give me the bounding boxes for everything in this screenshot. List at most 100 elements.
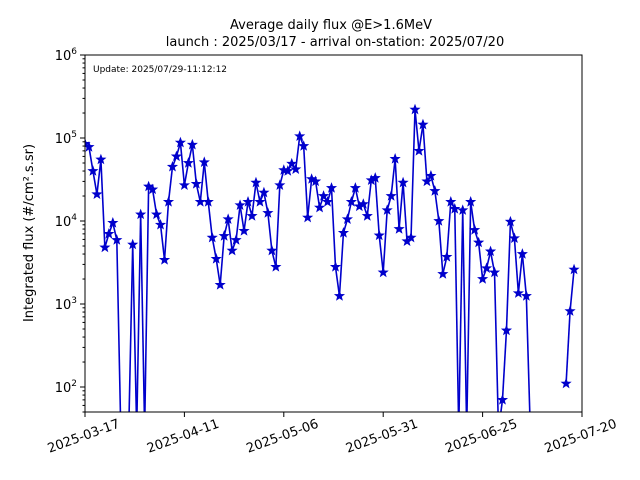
series-segment bbox=[398, 182, 404, 230]
x-tick-label: 2025-06-25 bbox=[443, 417, 519, 457]
series-segment bbox=[453, 208, 460, 412]
series-segment bbox=[139, 214, 146, 412]
series-segment bbox=[243, 201, 249, 232]
data-point bbox=[266, 244, 278, 256]
data-point bbox=[481, 262, 493, 273]
data-point bbox=[182, 157, 194, 168]
series-segment bbox=[394, 158, 400, 230]
data-point bbox=[465, 196, 477, 207]
data-point bbox=[274, 179, 286, 190]
data-point bbox=[445, 196, 457, 207]
series-segment bbox=[215, 258, 221, 286]
data-point bbox=[234, 199, 246, 210]
series-segment bbox=[402, 182, 408, 242]
data-point bbox=[496, 394, 509, 405]
series-segment bbox=[418, 124, 424, 151]
series-segment bbox=[338, 232, 345, 297]
data-point bbox=[321, 196, 334, 207]
series-segment bbox=[334, 266, 341, 297]
data-point bbox=[162, 196, 175, 207]
data-point bbox=[405, 231, 417, 243]
x-tick-label: 2025-07-20 bbox=[543, 417, 619, 457]
data-point bbox=[397, 176, 409, 188]
series-segment bbox=[239, 205, 245, 232]
data-point bbox=[429, 185, 441, 196]
series-segment bbox=[513, 238, 520, 294]
series-segment bbox=[235, 205, 241, 241]
data-point bbox=[508, 232, 520, 243]
series-segment bbox=[461, 210, 468, 412]
data-point bbox=[154, 218, 167, 230]
data-point bbox=[516, 248, 528, 259]
x-tick-label: 2025-05-31 bbox=[344, 417, 420, 457]
series-segment bbox=[302, 146, 309, 218]
series-segment bbox=[505, 221, 512, 331]
series-segment bbox=[446, 201, 452, 257]
y-tick-label: 103 bbox=[55, 296, 77, 313]
data-point bbox=[504, 215, 517, 227]
series-segment bbox=[314, 181, 321, 208]
series-segment bbox=[500, 399, 504, 412]
series-segment bbox=[96, 159, 102, 195]
data-point bbox=[500, 324, 513, 336]
data-point bbox=[127, 238, 139, 250]
data-point bbox=[202, 196, 214, 207]
data-point bbox=[290, 163, 302, 175]
data-point bbox=[512, 287, 524, 298]
data-point bbox=[469, 224, 481, 235]
series-segment bbox=[128, 244, 134, 412]
data-point bbox=[520, 290, 532, 301]
data-point bbox=[222, 213, 234, 224]
series-segment bbox=[144, 186, 150, 412]
data-point bbox=[95, 153, 107, 165]
data-point bbox=[421, 175, 433, 187]
series-segment bbox=[466, 201, 472, 412]
update-annotation: Update: 2025/07/29-11:12:12 bbox=[93, 65, 227, 75]
data-point bbox=[246, 210, 258, 221]
data-point bbox=[325, 182, 338, 193]
data-point bbox=[87, 165, 99, 176]
y-tick-label: 106 bbox=[55, 47, 78, 64]
data-point bbox=[158, 254, 171, 265]
data-point bbox=[294, 130, 306, 141]
ticks-layer: 2025-03-17 2025-04-11 2025-05-06 2025-05-31… bbox=[46, 47, 619, 457]
series-segment bbox=[366, 180, 373, 217]
data-point bbox=[147, 183, 159, 195]
series-segment bbox=[306, 178, 313, 218]
y-axis-label: Integrated flux (#/cm².s.sr) bbox=[22, 144, 37, 322]
data-point bbox=[393, 223, 405, 234]
data-point bbox=[310, 175, 322, 187]
series-segment bbox=[458, 210, 464, 412]
data-point bbox=[210, 252, 222, 264]
data-point bbox=[345, 196, 357, 207]
data-point bbox=[170, 150, 183, 162]
y-tick-label: 102 bbox=[55, 379, 77, 396]
data-point bbox=[433, 215, 445, 226]
y-tick-label: 104 bbox=[55, 213, 78, 230]
data-point bbox=[262, 207, 274, 218]
data-point bbox=[560, 377, 572, 389]
series-segment bbox=[131, 244, 138, 412]
data-point bbox=[314, 201, 326, 213]
data-point bbox=[286, 157, 298, 169]
data-point bbox=[99, 241, 111, 253]
data-point bbox=[568, 263, 580, 275]
series-segment bbox=[569, 269, 575, 312]
data-point bbox=[198, 156, 210, 168]
data-point bbox=[389, 153, 401, 164]
series-segment bbox=[203, 162, 210, 202]
data-point bbox=[333, 290, 346, 301]
data-point bbox=[242, 196, 254, 207]
data-point bbox=[449, 203, 461, 214]
series-segment bbox=[565, 311, 571, 384]
data-point bbox=[337, 226, 350, 238]
data-point bbox=[317, 190, 330, 201]
data-point bbox=[186, 138, 198, 150]
series-segment bbox=[191, 144, 198, 184]
data-point bbox=[226, 244, 238, 256]
data-point bbox=[103, 228, 115, 239]
data-point bbox=[457, 204, 469, 215]
series-segment bbox=[469, 201, 476, 231]
data-point bbox=[178, 179, 190, 190]
